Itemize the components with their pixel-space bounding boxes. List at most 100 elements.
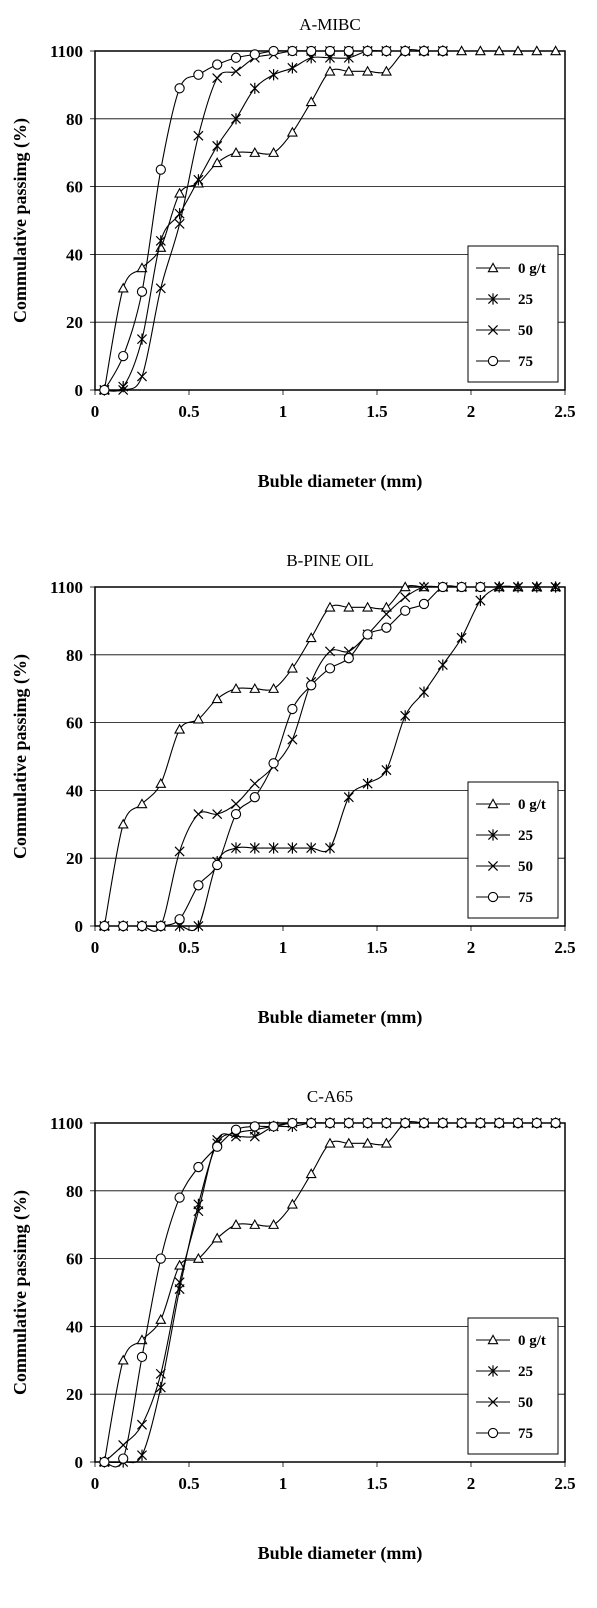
data-point: [362, 778, 373, 790]
data-point: [306, 842, 317, 854]
data-point: [550, 45, 562, 56]
data-point: [400, 45, 411, 57]
x-tick-label: 0.5: [178, 1474, 199, 1493]
data-point: [155, 1253, 166, 1264]
series-4: [99, 45, 448, 396]
data-point: [380, 1137, 392, 1148]
data-point: [136, 333, 148, 345]
data-point: [155, 164, 166, 175]
data-point: [136, 1419, 148, 1430]
data-point: [362, 1137, 374, 1148]
y-tick-label: 80: [66, 1182, 83, 1201]
y-tick-label: 20: [66, 313, 83, 332]
data-point: [155, 1313, 167, 1324]
data-point: [418, 45, 430, 57]
data-point: [155, 235, 166, 247]
data-point: [212, 809, 223, 820]
data-point: [136, 286, 148, 297]
y-tick-label: 40: [66, 245, 83, 264]
y-tick-label: 40: [66, 781, 83, 800]
legend-label: 50: [518, 859, 533, 875]
x-tick-label: 2.5: [554, 402, 575, 421]
data-point: [343, 45, 354, 57]
x-tick-label: 1: [279, 402, 288, 421]
x-tick-label: 0: [91, 1474, 100, 1493]
data-point: [193, 880, 204, 891]
data-point: [249, 1218, 261, 1229]
data-point: [249, 49, 260, 60]
data-point: [136, 1351, 148, 1363]
series-line: [104, 49, 443, 392]
data-point: [118, 920, 129, 932]
legend-label: 0 g/t: [518, 261, 546, 277]
data-point: [343, 601, 355, 612]
series-4: [99, 1117, 561, 1468]
data-point: [494, 1117, 505, 1129]
data-point: [324, 1117, 336, 1129]
data-point: [118, 350, 129, 362]
data-point: [305, 632, 317, 643]
chart-title: B-PINE OIL: [286, 551, 373, 570]
data-point: [287, 62, 298, 74]
data-point: [380, 601, 392, 612]
data-point: [362, 45, 373, 57]
data-point: [212, 140, 223, 152]
legend-marker: [487, 293, 499, 305]
data-point: [400, 1117, 411, 1129]
series-line: [104, 50, 443, 392]
series-line: [103, 50, 443, 391]
data-point: [287, 703, 298, 715]
data-point: [418, 581, 430, 593]
data-point: [211, 1232, 223, 1243]
data-point: [230, 808, 242, 820]
data-point: [381, 622, 392, 633]
x-axis-label: Buble diameter (mm): [258, 471, 423, 492]
x-tick-label: 1.5: [366, 938, 387, 957]
data-point: [136, 262, 148, 273]
data-point: [268, 758, 279, 769]
y-axis-label: Commulative passimg (%): [10, 654, 31, 859]
data-point: [192, 713, 204, 724]
data-point: [324, 65, 336, 76]
x-tick-label: 0: [91, 938, 100, 957]
data-point: [494, 581, 505, 593]
data-point: [230, 66, 242, 77]
legend-marker: [487, 829, 499, 841]
data-point: [362, 1117, 373, 1129]
data-point: [343, 791, 354, 803]
legend-label: 50: [518, 323, 533, 339]
data-point: [193, 130, 204, 141]
data-point: [306, 45, 317, 57]
data-point: [531, 581, 542, 593]
data-point: [380, 65, 392, 76]
data-point: [211, 157, 223, 168]
data-point: [456, 632, 467, 644]
data-point: [400, 710, 411, 722]
chart-title: A-MIBC: [299, 15, 360, 34]
x-tick-label: 1.5: [366, 402, 387, 421]
x-tick-label: 1: [279, 938, 288, 957]
legend-label: 25: [518, 1364, 533, 1380]
data-point: [193, 174, 204, 186]
data-point: [287, 1117, 298, 1129]
data-point: [381, 45, 392, 57]
data-point: [493, 45, 505, 56]
data-point: [155, 283, 166, 294]
data-point: [306, 1117, 317, 1129]
data-point: [230, 146, 242, 157]
data-point: [230, 798, 242, 809]
data-point: [212, 73, 223, 84]
data-point: [268, 682, 280, 693]
data-point: [362, 629, 373, 640]
data-point: [136, 920, 148, 932]
data-point: [268, 45, 279, 57]
y-axis-label: Commulative passimg (%): [10, 118, 31, 323]
legend-label: 25: [518, 828, 533, 844]
legend-marker: [487, 324, 499, 336]
data-point: [212, 859, 223, 871]
y-tick-label: 60: [66, 1250, 83, 1269]
legend-marker: [487, 1427, 499, 1439]
data-point: [193, 920, 204, 932]
data-point: [249, 792, 260, 803]
data-point: [117, 818, 129, 829]
